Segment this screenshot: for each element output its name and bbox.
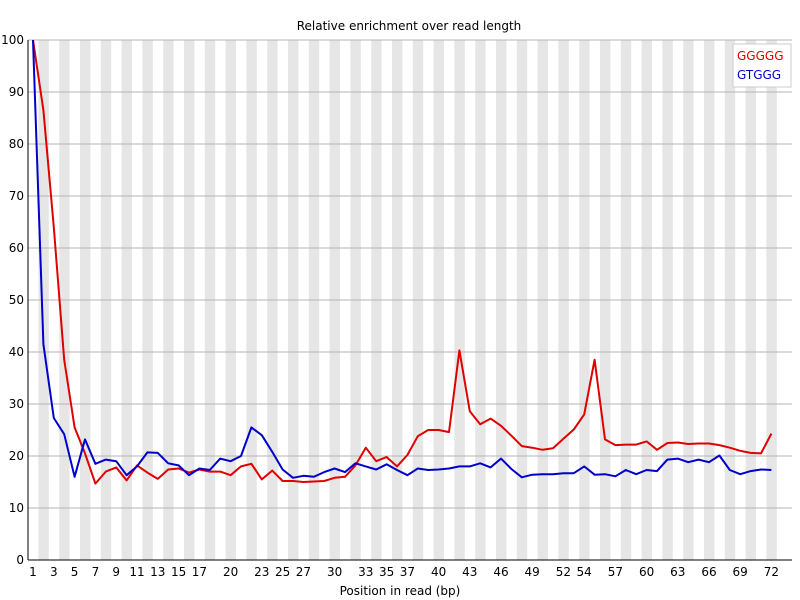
y-tick-label: 10 <box>9 501 24 515</box>
x-tick-label: 30 <box>327 565 342 579</box>
x-tick-label: 60 <box>639 565 654 579</box>
chart-title: Relative enrichment over read length <box>297 19 522 33</box>
legend: GGGGG GTGGG <box>732 43 792 88</box>
legend-entry-gtggg: GTGGG <box>737 68 781 82</box>
x-tick-label: 43 <box>462 565 477 579</box>
x-tick-label: 35 <box>379 565 394 579</box>
y-tick-label: 90 <box>9 85 24 99</box>
x-tick-label: 25 <box>275 565 290 579</box>
series-lines <box>32 39 773 485</box>
x-tick-label: 54 <box>577 565 592 579</box>
x-tick-label: 23 <box>254 565 269 579</box>
y-tick-label: 100 <box>1 33 24 47</box>
y-tick-label: 40 <box>9 345 24 359</box>
legend-box <box>732 43 792 88</box>
x-axis-ticks: 1 3 5 7 9 11 13 15 17 20 23 25 27 30 33 35 37 40 43 46 49 52 5… <box>29 565 779 579</box>
x-tick-label: 9 <box>112 565 120 579</box>
x-tick-label: 57 <box>608 565 623 579</box>
x-tick-label: 5 <box>71 565 79 579</box>
x-tick-label: 69 <box>733 565 748 579</box>
y-tick-label: 30 <box>9 397 24 411</box>
x-tick-label: 7 <box>92 565 100 579</box>
x-tick-label: 20 <box>223 565 238 579</box>
x-tick-label: 13 <box>150 565 165 579</box>
x-tick-label: 40 <box>431 565 446 579</box>
y-tick-label: 20 <box>9 449 24 463</box>
y-tick-label: 70 <box>9 189 24 203</box>
x-tick-label: 17 <box>192 565 207 579</box>
y-tick-label: 50 <box>9 293 24 307</box>
x-tick-label: 63 <box>670 565 685 579</box>
x-tick-label: 72 <box>764 565 779 579</box>
x-tick-label: 33 <box>358 565 373 579</box>
y-tick-label: 80 <box>9 137 24 151</box>
x-tick-label: 11 <box>129 565 144 579</box>
x-axis-label: Position in read (bp) <box>340 584 461 598</box>
legend-entry-ggggg: GGGGG <box>737 49 784 63</box>
x-tick-label: 46 <box>493 565 508 579</box>
x-tick-label: 37 <box>400 565 415 579</box>
x-tick-label: 27 <box>296 565 311 579</box>
x-tick-label: 1 <box>29 565 37 579</box>
x-tick-label: 49 <box>525 565 540 579</box>
y-axis-ticks: 0 10 20 30 40 50 60 70 80 90 100 <box>1 33 24 567</box>
x-tick-label: 3 <box>50 565 58 579</box>
series-line-gtggg <box>32 39 772 479</box>
y-tick-label: 0 <box>16 553 24 567</box>
series-line-ggggg <box>32 39 773 485</box>
x-tick-label: 52 <box>556 565 571 579</box>
y-tick-label: 60 <box>9 241 24 255</box>
x-tick-label: 15 <box>171 565 186 579</box>
x-tick-label: 66 <box>701 565 716 579</box>
